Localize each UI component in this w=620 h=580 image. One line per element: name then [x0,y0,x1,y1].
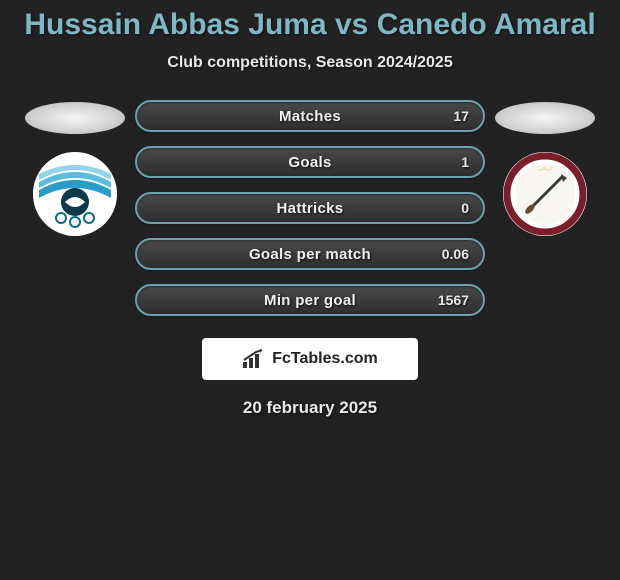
stat-row-goals: Goals 1 [135,146,485,178]
stats-column: Matches 17 Goals 1 Hattricks 0 Goals per… [135,100,485,316]
stat-label: Goals [288,154,331,171]
stat-value-right: 1 [461,154,469,170]
brand-chart-icon [242,349,266,369]
stat-row-matches: Matches 17 [135,100,485,132]
stat-label: Min per goal [264,292,356,309]
player-left-avatar-placeholder [25,102,125,134]
stat-row-min-per-goal: Min per goal 1567 [135,284,485,316]
player-right-club-badge: أبوظبي [503,152,587,236]
stat-value-right: 0.06 [442,246,469,262]
page-subtitle: Club competitions, Season 2024/2025 [167,54,452,72]
club-badge-left-icon [33,152,117,236]
player-right-avatar-placeholder [495,102,595,134]
player-left-column [15,100,135,236]
club-badge-right-icon: أبوظبي [503,152,587,236]
page-title: Hussain Abbas Juma vs Canedo Amaral [24,8,595,42]
stat-row-goals-per-match: Goals per match 0.06 [135,238,485,270]
stat-label: Matches [279,108,341,125]
svg-text:أبوظبي: أبوظبي [537,164,553,172]
stat-label: Goals per match [249,246,371,263]
player-right-column: أبوظبي [485,100,605,236]
brand-text: FcTables.com [272,350,378,368]
stat-label: Hattricks [277,200,344,217]
stat-value-right: 1567 [438,292,469,308]
footer-date: 20 february 2025 [243,398,377,418]
brand-box[interactable]: FcTables.com [202,338,418,380]
main-row: Matches 17 Goals 1 Hattricks 0 Goals per… [0,100,620,316]
stat-row-hattricks: Hattricks 0 [135,192,485,224]
stat-value-right: 0 [461,200,469,216]
comparison-card: Hussain Abbas Juma vs Canedo Amaral Club… [0,0,620,418]
player-left-club-badge [33,152,117,236]
stat-value-right: 17 [453,108,469,124]
